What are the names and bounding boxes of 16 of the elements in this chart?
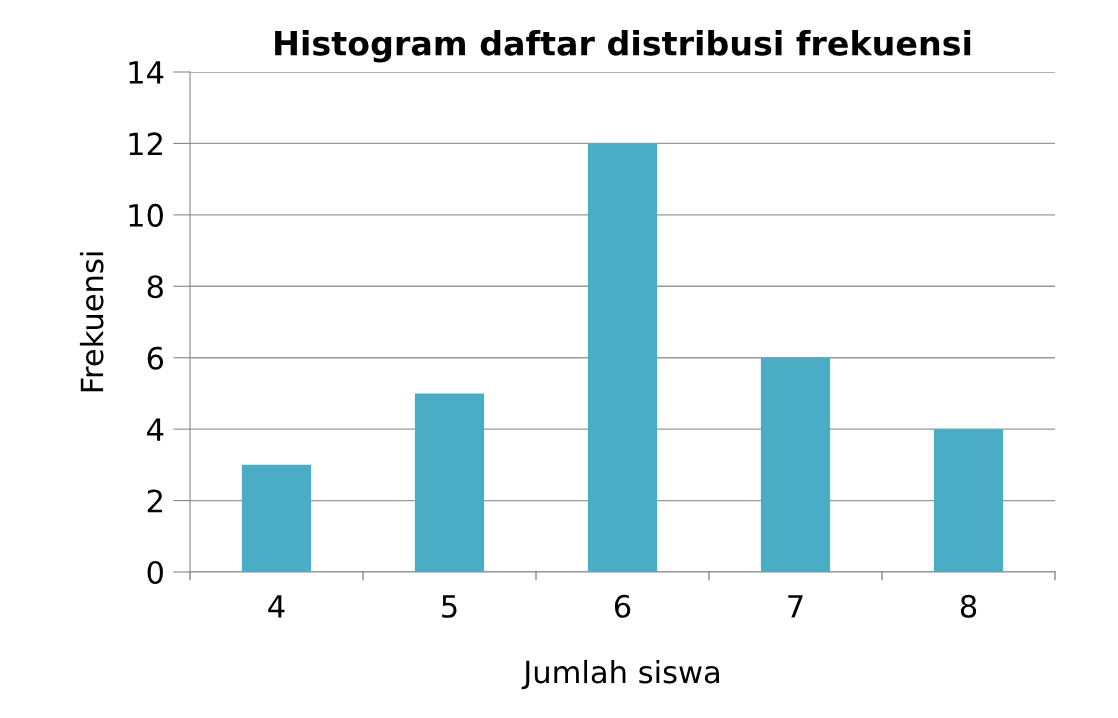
y-tick-label: 4 (147, 418, 164, 441)
x-tick-label: 6 (614, 594, 631, 618)
x-tick-label: 7 (788, 595, 803, 618)
y-tick-label: 8 (147, 275, 163, 299)
y-tick-label: 10 (129, 203, 163, 227)
y-tick-label: 0 (147, 560, 163, 585)
y-tick-label: 14 (129, 61, 164, 84)
y-tick-label: 12 (129, 132, 162, 156)
y-axis-title: Frekuensi (79, 252, 104, 392)
chart-title: Histogram daftar distribusi frekuensi (275, 30, 971, 63)
x-tick-label: 8 (960, 594, 977, 618)
y-tick-label: 2 (147, 489, 162, 513)
x-axis-title: Jumlah siswa (521, 659, 719, 690)
y-tick-label: 6 (147, 346, 164, 370)
x-tick-label: 4 (268, 595, 285, 618)
x-tick-label: 5 (442, 595, 457, 618)
